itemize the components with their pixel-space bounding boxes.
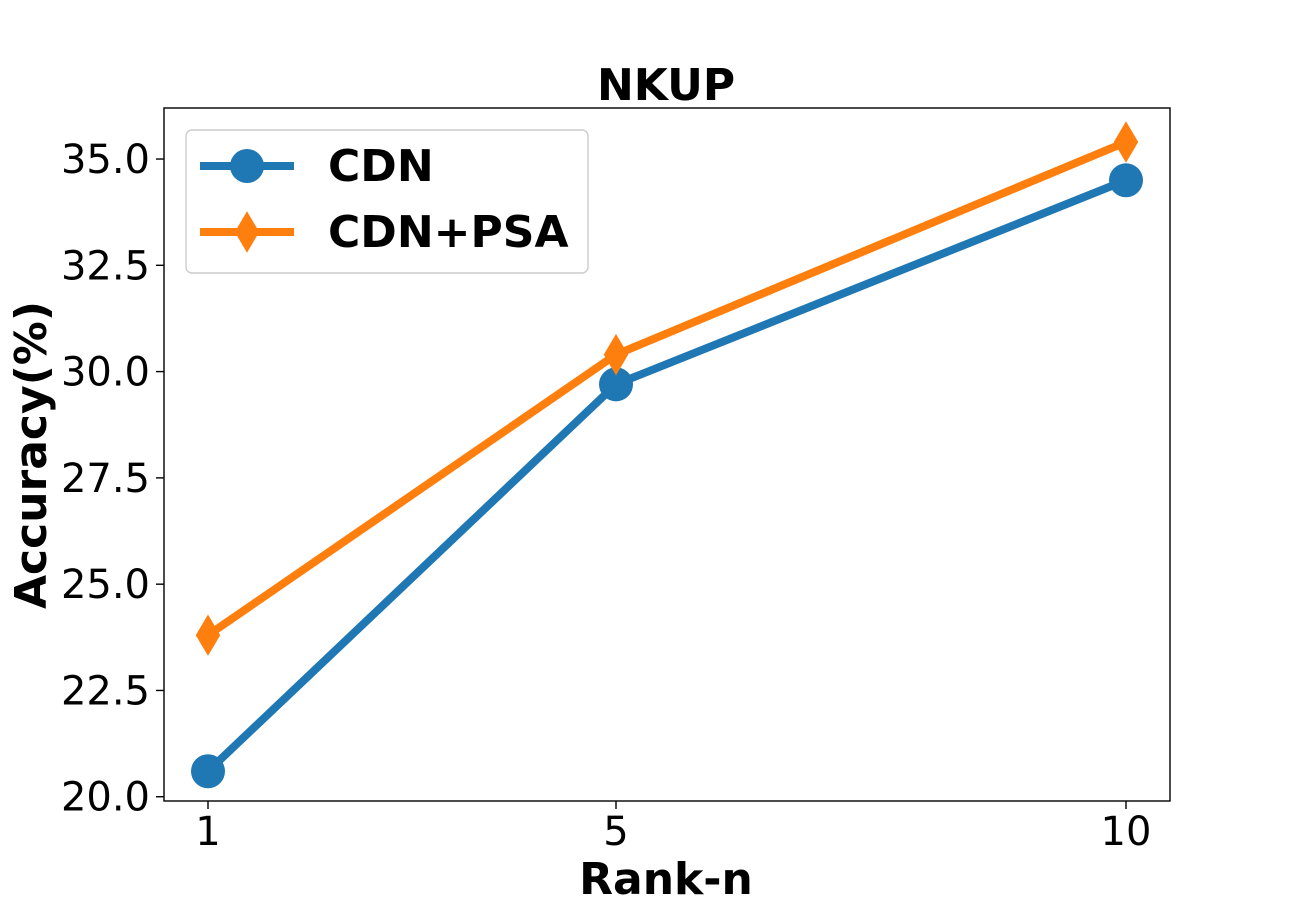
plot-frame bbox=[163, 107, 1171, 802]
y-tick-label: 20.0 bbox=[61, 775, 150, 821]
data-point bbox=[1113, 121, 1139, 163]
legend-entry: CDN+PSA bbox=[200, 207, 569, 258]
data-point bbox=[195, 614, 221, 656]
x-axis-label: Rank-n bbox=[579, 854, 753, 900]
legend-entry: CDN bbox=[200, 141, 434, 192]
x-axis-ticks: 1 5 10 bbox=[195, 801, 1151, 855]
data-point bbox=[599, 367, 633, 402]
y-axis-ticks: 20.0 22.5 25.0 27.5 30.0 32.5 35.0 bbox=[61, 137, 164, 821]
x-tick-label: 10 bbox=[1101, 809, 1152, 855]
y-tick-label: 35.0 bbox=[61, 137, 150, 183]
data-point bbox=[191, 754, 225, 789]
plot-series bbox=[191, 121, 1143, 789]
legend-label: CDN+PSA bbox=[328, 207, 569, 258]
legend-swatch-marker bbox=[230, 149, 264, 183]
series-cdn-psa bbox=[195, 121, 1139, 656]
y-tick-label: 25.0 bbox=[61, 562, 150, 608]
y-tick-label: 32.5 bbox=[61, 243, 150, 289]
y-axis-label: Accuracy(%) bbox=[6, 301, 57, 609]
legend-label: CDN bbox=[328, 141, 434, 192]
y-tick-label: 22.5 bbox=[61, 668, 150, 714]
data-point bbox=[603, 333, 629, 376]
y-tick-label: 30.0 bbox=[61, 350, 150, 396]
x-tick-label: 5 bbox=[603, 809, 628, 855]
chart-title: NKUP bbox=[597, 60, 735, 111]
legend: CDN CDN+PSA bbox=[185, 129, 589, 274]
legend-swatch-marker bbox=[234, 211, 260, 253]
x-tick-label: 1 bbox=[195, 809, 220, 855]
y-tick-label: 27.5 bbox=[61, 456, 150, 502]
series-cdn bbox=[191, 163, 1143, 789]
data-point bbox=[1109, 163, 1143, 198]
